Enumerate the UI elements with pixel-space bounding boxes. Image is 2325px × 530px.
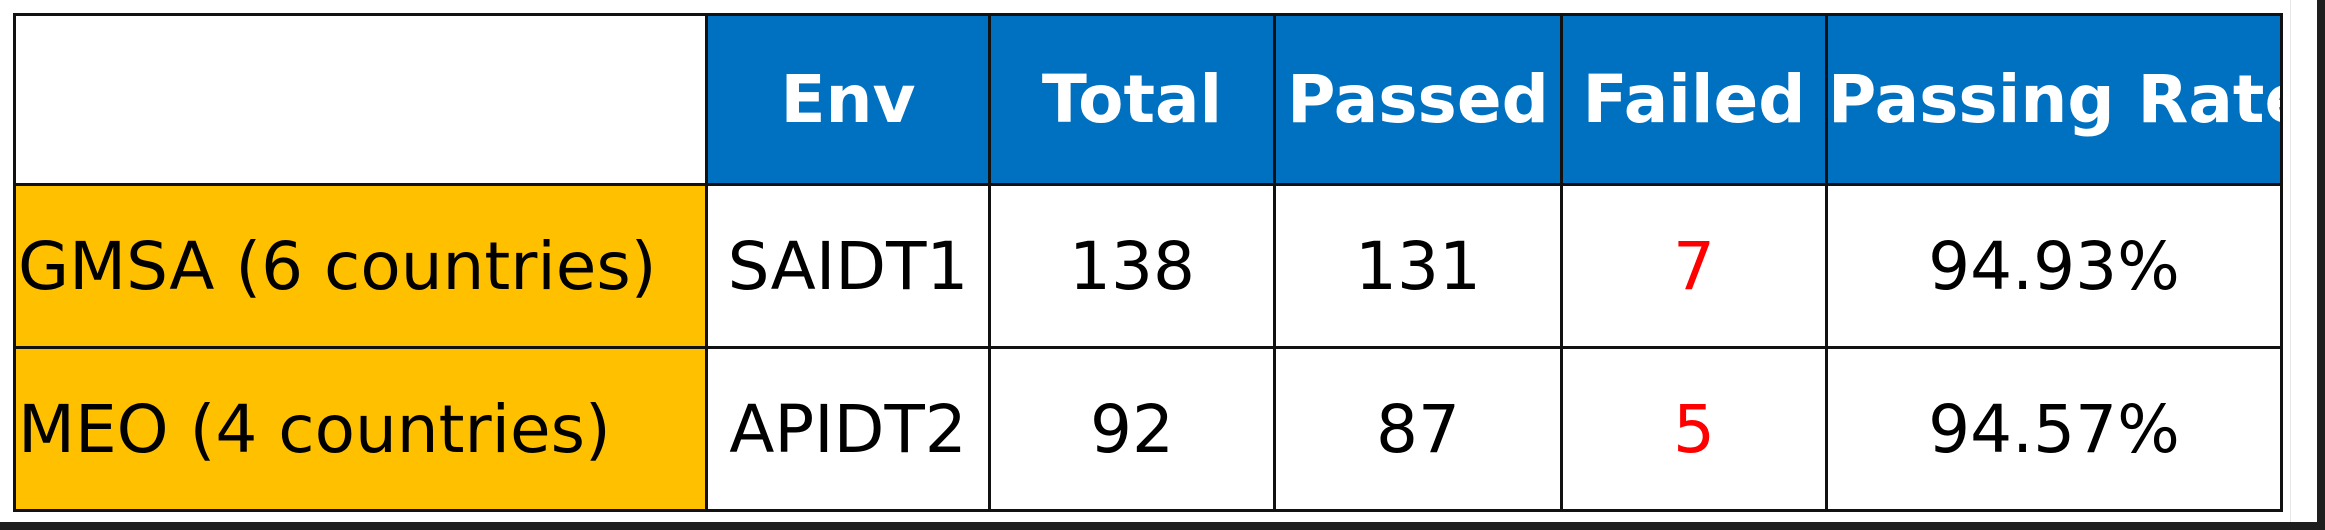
row-passed-cell[interactable]: 87 bbox=[1273, 346, 1563, 512]
row-env-cell[interactable]: APIDT2 bbox=[705, 346, 991, 512]
row-failed-cell[interactable]: 7 bbox=[1560, 183, 1828, 349]
row-group-cell[interactable]: GMSA (6 countries) bbox=[13, 183, 708, 349]
row-env-cell[interactable]: SAIDT1 bbox=[705, 183, 991, 349]
header-total[interactable]: Total bbox=[988, 13, 1276, 186]
row-total-cell[interactable]: 138 bbox=[988, 183, 1276, 349]
row-group-cell[interactable]: MEO (4 countries) bbox=[13, 346, 708, 512]
table-row: MEO (4 countries) APIDT2 92 87 5 94.57% bbox=[13, 346, 2283, 512]
row-passing-rate-cell[interactable]: 94.93% bbox=[1825, 183, 2283, 349]
row-failed-cell[interactable]: 5 bbox=[1560, 346, 1828, 512]
header-env[interactable]: Env bbox=[705, 13, 991, 186]
test-results-table: Env Total Passed Failed Passing Rate GMS… bbox=[13, 13, 2283, 512]
header-passing-rate[interactable]: Passing Rate bbox=[1825, 13, 2283, 186]
header-failed[interactable]: Failed bbox=[1560, 13, 1828, 186]
window-frame-bottom bbox=[0, 522, 2325, 530]
row-passing-rate-cell[interactable]: 94.57% bbox=[1825, 346, 2283, 512]
header-row: Env Total Passed Failed Passing Rate bbox=[13, 13, 2283, 186]
window-frame-right bbox=[2317, 0, 2325, 530]
header-passed[interactable]: Passed bbox=[1273, 13, 1563, 186]
row-total-cell[interactable]: 92 bbox=[988, 346, 1276, 512]
table-row: GMSA (6 countries) SAIDT1 138 131 7 94.9… bbox=[13, 183, 2283, 349]
header-blank-cell[interactable] bbox=[13, 13, 708, 186]
sheet-gridline bbox=[2290, 0, 2291, 522]
row-passed-cell[interactable]: 131 bbox=[1273, 183, 1563, 349]
